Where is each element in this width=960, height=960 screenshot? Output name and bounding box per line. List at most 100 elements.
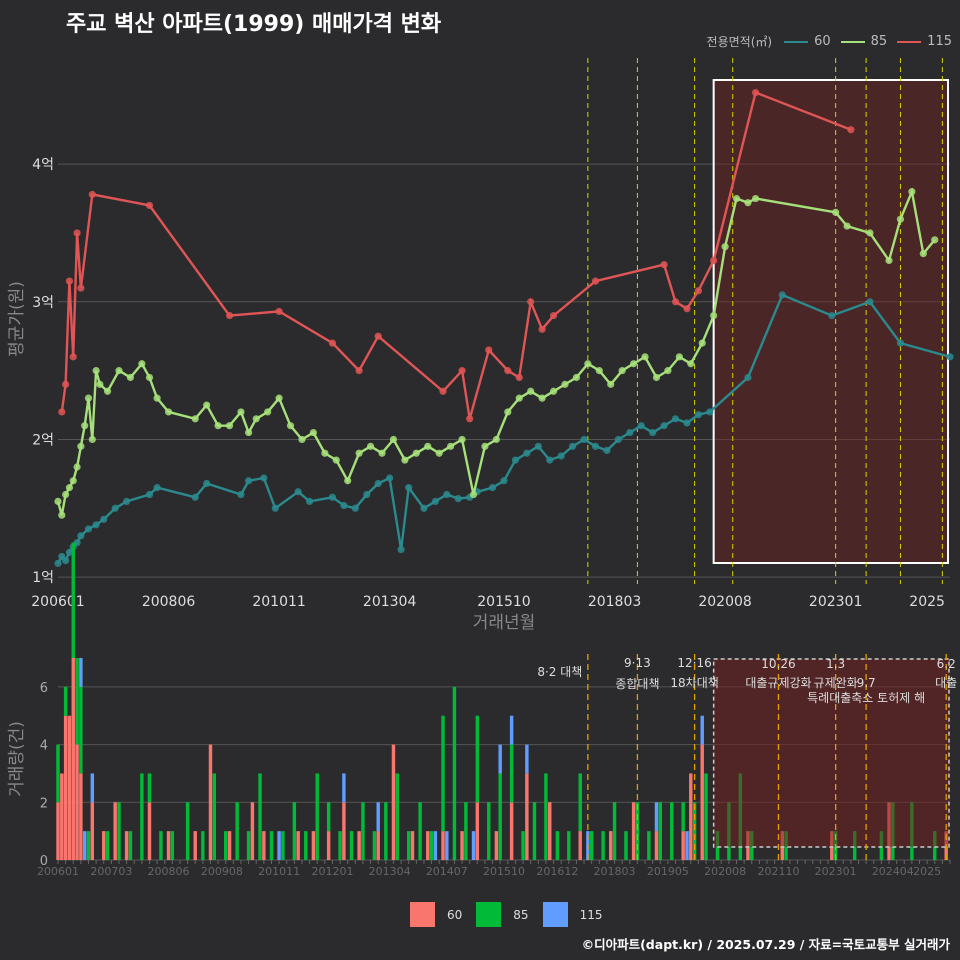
volume-bar-115-13 — [654, 802, 659, 832]
price-point-115-1 — [62, 380, 70, 388]
price-x-tick-8: 2025 — [909, 594, 945, 610]
volume-x-tick-5: 201201 — [311, 865, 353, 878]
volume-bar-85-8 — [128, 831, 133, 860]
price-x-tick-4: 201510 — [477, 594, 530, 610]
price-point-85-52 — [561, 380, 569, 388]
volume-bar-60-22 — [357, 831, 361, 860]
legend-item-115: 115 — [897, 34, 952, 49]
volume-x-tick-6: 201304 — [369, 865, 411, 878]
volume-bar-60-37 — [654, 831, 659, 860]
price-point-85-1 — [58, 511, 66, 519]
volume-bar-115-0 — [79, 658, 83, 687]
volume-bar-85-5 — [86, 831, 91, 860]
price-point-85-17 — [153, 394, 161, 402]
price-point-60-25 — [363, 490, 371, 499]
volume-bar-60-26 — [426, 831, 430, 860]
volume-bar-85-38 — [475, 715, 480, 803]
area-legend: 전용면적(㎡) 60 85 115 — [707, 33, 952, 50]
price-point-85-46 — [492, 435, 500, 444]
price-point-60-16 — [237, 490, 245, 499]
price-point-85-11 — [96, 380, 104, 388]
price-line-85 — [56, 187, 936, 516]
volume-bar-60-36 — [631, 802, 636, 860]
price-x-tick-7: 202301 — [809, 594, 862, 610]
volume-policy-label-2: 12·16 18차대책 — [670, 656, 718, 690]
price-point-85-59 — [641, 353, 649, 361]
price-point-85-55 — [595, 367, 603, 375]
volume-x-tick-16: 2025 — [913, 865, 941, 878]
volume-bar-60-15 — [227, 831, 232, 860]
price-x-tick-1: 200806 — [142, 594, 196, 610]
price-point-115-19 — [527, 298, 535, 306]
volume-bar-85-42 — [521, 831, 525, 860]
volume-bar-85-30 — [384, 802, 388, 860]
volume-bar-85-56 — [681, 802, 685, 832]
volume-bar-85-55 — [670, 802, 674, 860]
price-point-85-36 — [378, 449, 386, 457]
legend-label-60: 60 — [814, 34, 831, 49]
volume-bar-85-58 — [704, 773, 708, 860]
price-point-60-49 — [637, 422, 645, 430]
volume-bar-60-16 — [250, 802, 255, 860]
volume-bar-60-10 — [124, 831, 129, 860]
volume-bar-60-0 — [56, 802, 60, 860]
price-point-115-26 — [694, 287, 703, 295]
price-point-60-37 — [500, 477, 508, 485]
volume-bar-85-44 — [544, 773, 548, 860]
price-point-60-14 — [191, 493, 199, 501]
volume-bar-85-9 — [140, 773, 144, 860]
price-point-85-4 — [69, 477, 77, 485]
volume-bar-60-20 — [326, 831, 331, 860]
volume-policy-label-6: 6.2 대출 — [935, 657, 957, 690]
price-point-60-56 — [744, 373, 752, 382]
price-point-60-61 — [946, 353, 954, 361]
price-highlight-region — [712, 79, 950, 564]
price-point-115-4 — [73, 229, 81, 237]
volume-bar-85-34 — [429, 831, 434, 860]
price-point-85-77 — [931, 236, 939, 244]
volume-bar-60-33 — [548, 802, 552, 860]
volume-y-tick-2: 4 — [40, 739, 48, 754]
volume-bar-85-19 — [258, 773, 262, 860]
price-point-85-33 — [344, 477, 352, 485]
price-point-60-5 — [73, 539, 81, 547]
volume-bar-85-28 — [361, 802, 365, 860]
price-point-60-6 — [77, 532, 85, 540]
volume-bar-60-14 — [208, 744, 213, 860]
price-point-60-52 — [671, 415, 680, 423]
price-point-85-29 — [298, 435, 306, 444]
price-point-60-41 — [546, 456, 554, 464]
price-point-85-21 — [214, 422, 222, 430]
price-point-115-6 — [88, 190, 96, 199]
price-point-85-75 — [908, 188, 916, 196]
legend-swatch-115 — [897, 40, 922, 43]
volume-bar-115-2 — [90, 773, 95, 803]
price-point-85-23 — [237, 408, 245, 416]
volume-bar-85-46 — [567, 831, 571, 860]
price-point-60-18 — [260, 474, 268, 482]
volume-bar-60-1 — [60, 773, 64, 860]
price-point-60-59 — [866, 298, 874, 306]
volume-bar-85-3 — [75, 658, 79, 745]
volume-bar-85-11 — [159, 831, 163, 860]
price-point-60-12 — [145, 490, 154, 499]
volume-bar-85-35 — [441, 715, 445, 832]
price-point-60-13 — [153, 484, 161, 492]
volume-bar-115-10 — [509, 715, 514, 745]
volume-bar-60-19 — [311, 831, 316, 860]
price-point-85-63 — [687, 360, 695, 368]
source-footer: ©디아파트(dapt.kr) / 2025.07.29 / 자료=국토교통부 실… — [581, 937, 950, 952]
volume-bar-85-57 — [692, 802, 697, 860]
price-point-115-3 — [69, 353, 77, 361]
price-point-85-60 — [652, 373, 661, 382]
price-point-60-51 — [660, 422, 668, 430]
price-point-85-5 — [73, 463, 81, 471]
price-point-85-51 — [549, 387, 558, 395]
volume-bar-115-4 — [342, 773, 346, 803]
price-point-85-2 — [62, 490, 70, 499]
volume-bar-85-10 — [147, 773, 152, 803]
volume-bar-85-4 — [79, 686, 83, 774]
price-point-85-65 — [710, 311, 718, 320]
price-point-60-38 — [511, 456, 520, 464]
volume-bar-85-0 — [56, 744, 60, 803]
